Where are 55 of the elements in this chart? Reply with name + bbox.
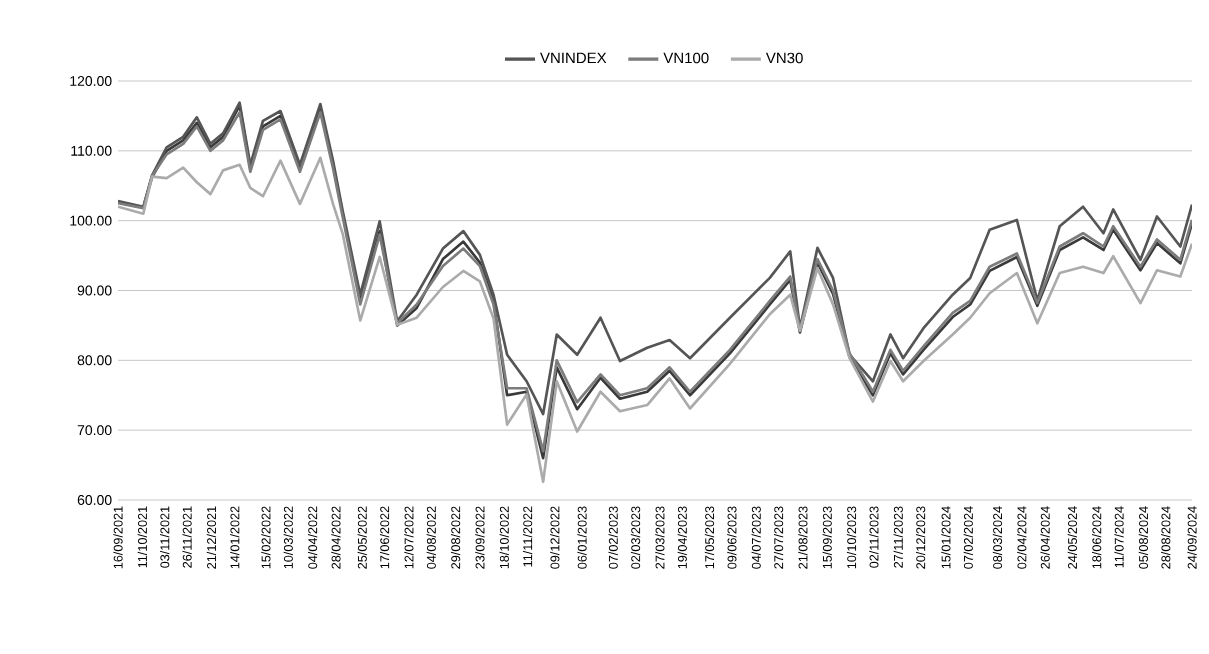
x-tick-label: 02/04/2024 (1017, 506, 1027, 569)
x-tick-label: 18/06/2024 (1092, 506, 1102, 569)
x-tick-label: 20/12/2023 (915, 506, 926, 569)
x-tick-label: 28/04/2022 (331, 506, 341, 569)
x-tick-label: 24/05/2024 (1067, 506, 1078, 569)
x-tick-label: 02/11/2023 (869, 506, 879, 568)
x-tick-label: 08/03/2024 (992, 506, 1003, 569)
x-tick-label: 03/11/2021 (160, 506, 170, 568)
x-tick-label: 09/06/2023 (727, 506, 737, 569)
x-tick-label: 26/04/2024 (1040, 506, 1050, 569)
x-tick-label: 05/08/2024 (1138, 506, 1149, 569)
x-tick-label: 09/12/2022 (550, 506, 560, 569)
x-tick-label: 11/07/2024 (1114, 506, 1124, 568)
x-tick-label: 23/09/2022 (475, 506, 485, 569)
x-tick-label: 15/09/2023 (822, 506, 832, 569)
x-tick-label: 06/01/2023 (577, 506, 587, 569)
x-tick-label: 19/04/2023 (677, 506, 687, 569)
x-tick-label: 04/07/2023 (751, 506, 761, 569)
legend-label: VNINDEX (540, 52, 607, 64)
x-tick-label: 04/04/2022 (307, 506, 318, 569)
x-tick-label: 07/02/2023 (608, 506, 618, 569)
y-tick-label: 70.00 (77, 425, 112, 436)
x-tick-label: 17/05/2023 (704, 506, 715, 569)
x-tick-label: 10/10/2023 (846, 506, 857, 569)
x-tick-label: 12/07/2022 (404, 506, 414, 569)
x-tick-label: 15/02/2022 (261, 506, 271, 569)
x-tick-label: 11/10/2021 (137, 506, 147, 568)
x-tick-label: 21/12/2021 (206, 506, 217, 569)
x-tick-label: 11/11/2022 (522, 506, 533, 567)
x-tick-label: 25/05/2022 (357, 506, 367, 569)
x-tick-label: 28/08/2024 (1161, 506, 1171, 569)
x-tick-label: 14/01/2022 (230, 506, 240, 569)
y-tick-label: 110.00 (71, 145, 112, 156)
x-tick-label: 04/08/2022 (426, 506, 436, 569)
x-tick-label: 15/01/2024 (941, 506, 951, 569)
x-tick-label: 10/03/2022 (283, 506, 293, 569)
legend-label: VN100 (663, 52, 709, 64)
x-tick-label: 27/03/2023 (655, 506, 665, 569)
x-tick-label: 21/08/2023 (798, 506, 808, 569)
x-tick-label: 02/03/2023 (630, 506, 641, 569)
x-tick-label: 27/11/2023 (893, 506, 903, 568)
x-tick-label: 16/09/2021 (113, 506, 123, 569)
x-tick-label: 07/02/2024 (963, 506, 973, 569)
x-tick-label: 27/07/2023 (773, 506, 784, 569)
legend-label: VN30 (765, 52, 803, 64)
y-tick-label: 60.00 (77, 495, 112, 505)
x-tick-label: 29/08/2022 (450, 506, 461, 569)
y-tick-label: 90.00 (77, 285, 112, 296)
x-tick-label: 26/11/2021 (182, 506, 192, 568)
x-tick-label: 17/06/2022 (379, 506, 390, 569)
x-tick-label: 18/10/2022 (499, 506, 509, 569)
y-tick-label: 100.00 (70, 215, 112, 226)
y-tick-label: 80.00 (77, 355, 112, 366)
y-tick-label: 120.00 (70, 76, 112, 86)
x-tick-label: 24/09/2024 (1187, 506, 1197, 569)
